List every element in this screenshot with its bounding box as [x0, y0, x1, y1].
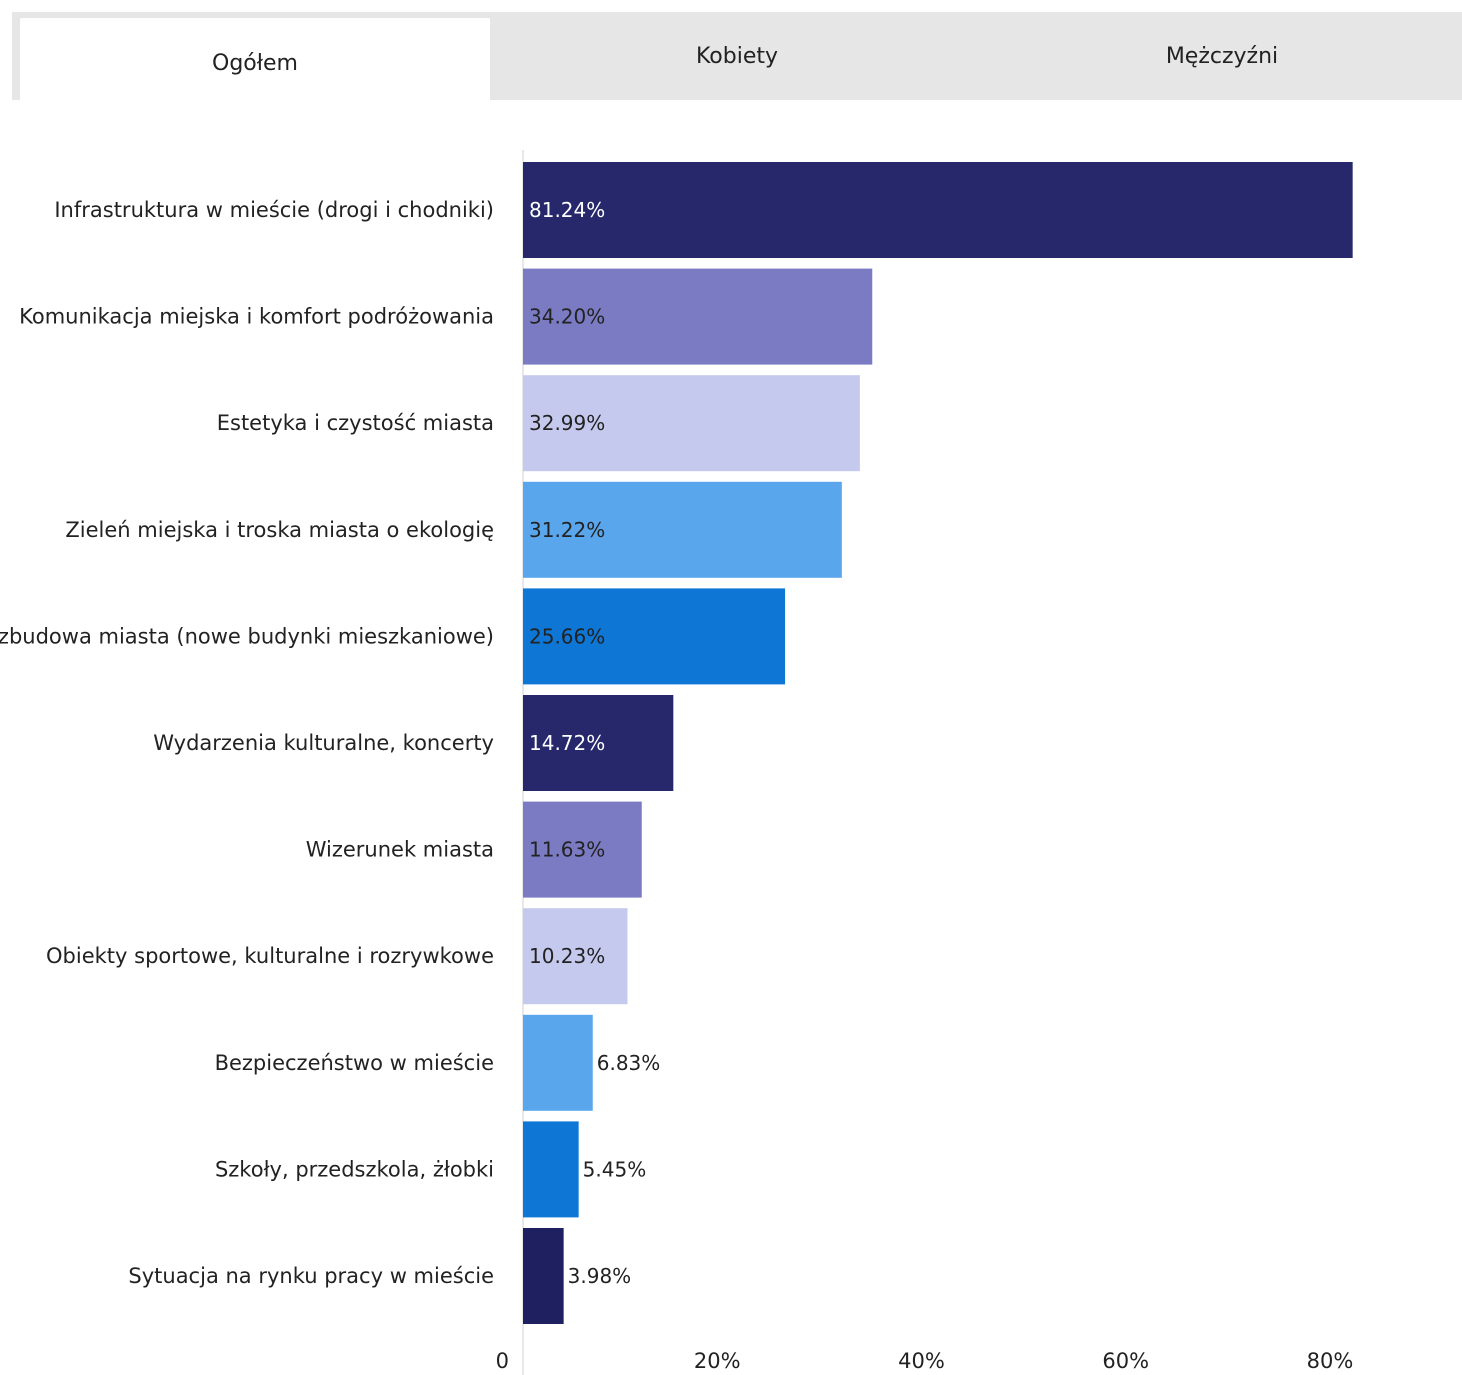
bar-10 [523, 1228, 564, 1324]
category-label-3: Zieleń miejska i troska miasta o ekologi… [65, 518, 494, 542]
x-tick-label-4: 80% [1307, 1349, 1354, 1373]
value-label-7: 10.23% [529, 944, 605, 968]
value-label-6: 11.63% [529, 838, 605, 862]
category-label-0: Infrastruktura w mieście (drogi i chodni… [54, 198, 494, 222]
bar-9 [523, 1121, 579, 1217]
category-label-9: Szkoły, przedszkola, żłobki [215, 1157, 494, 1181]
value-label-8: 6.83% [597, 1051, 661, 1075]
x-tick-label-2: 40% [898, 1349, 945, 1373]
category-label-1: Komunikacja miejska i komfort podróżowan… [19, 305, 494, 329]
value-label-1: 34.20% [529, 305, 605, 329]
category-label-2: Estetyka i czystość miasta [217, 411, 494, 435]
category-label-4: Rozbudowa miasta (nowe budynki mieszkani… [0, 624, 494, 648]
bar-0 [523, 162, 1353, 258]
value-label-9: 5.45% [583, 1157, 647, 1181]
value-label-3: 31.22% [529, 518, 605, 542]
value-label-0: 81.24% [529, 198, 605, 222]
x-tick-label-1: 20% [694, 1349, 741, 1373]
category-label-10: Sytuacja na rynku pracy w mieście [128, 1264, 494, 1288]
x-tick-label-0: 0 [496, 1349, 509, 1373]
value-label-4: 25.66% [529, 624, 605, 648]
category-label-6: Wizerunek miasta [306, 838, 494, 862]
category-label-7: Obiekty sportowe, kulturalne i rozrywkow… [46, 944, 494, 968]
category-label-8: Bezpieczeństwo w mieście [215, 1051, 494, 1075]
value-label-2: 32.99% [529, 411, 605, 435]
value-label-10: 3.98% [568, 1264, 632, 1288]
bar-8 [523, 1015, 593, 1111]
category-label-5: Wydarzenia kulturalne, koncerty [153, 731, 494, 755]
x-tick-label-3: 60% [1102, 1349, 1149, 1373]
value-label-5: 14.72% [529, 731, 605, 755]
